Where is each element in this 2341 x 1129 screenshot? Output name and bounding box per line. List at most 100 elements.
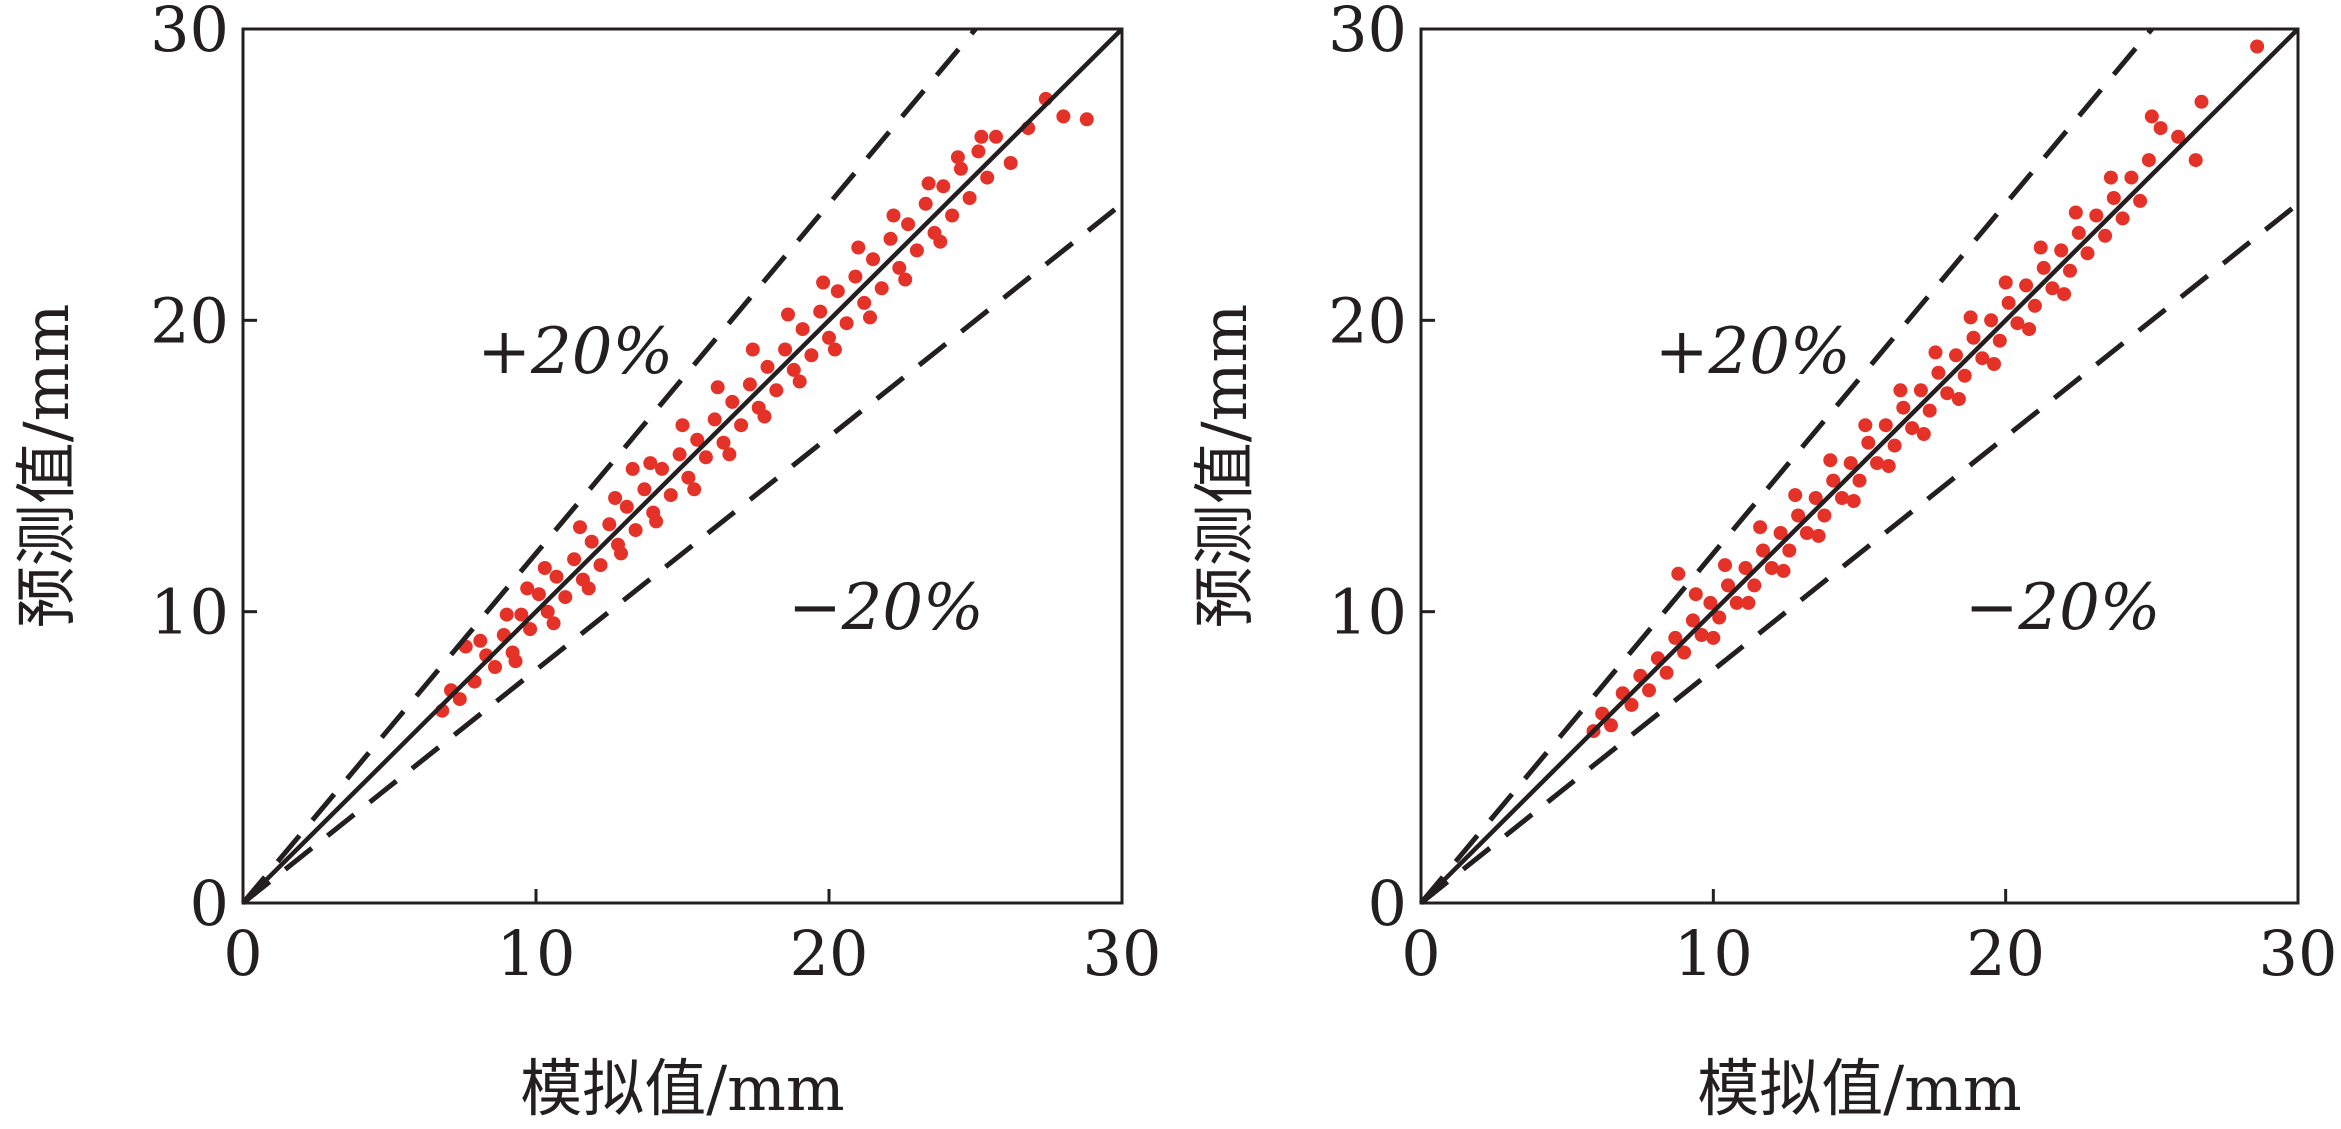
label-minus-20: −20% — [1965, 571, 2161, 645]
scatter-point — [508, 654, 523, 669]
scatter-point — [839, 316, 854, 331]
scatter-point — [1741, 595, 1756, 610]
scatter-point — [1056, 109, 1071, 124]
scatter-point — [1878, 418, 1893, 433]
scatter-point — [2153, 121, 2168, 136]
scatter-point — [813, 304, 828, 319]
scatter-point — [2068, 205, 2083, 220]
scatter-point — [827, 342, 842, 357]
reference-line-y-eq-x — [241, 27, 1124, 905]
scatter-point — [1861, 435, 1876, 450]
scatter-point — [980, 170, 995, 185]
scatter-point — [531, 587, 546, 602]
scatter-point — [898, 272, 913, 287]
scatter-point — [1896, 400, 1911, 415]
scatter-point — [584, 534, 599, 549]
scatter-point — [567, 552, 582, 567]
scatter-point — [2063, 263, 2077, 278]
scatter-point — [804, 348, 819, 363]
scatter-point — [1811, 528, 1826, 543]
scatter-point — [1791, 508, 1806, 523]
scatter-point — [1957, 368, 1972, 383]
scatter-point — [792, 374, 807, 389]
scatter-point — [2045, 281, 2060, 296]
scatter-point — [1817, 508, 1832, 523]
scatter-point — [921, 176, 936, 191]
scatter-point — [649, 514, 664, 529]
x-axis-label: 模拟值/mm — [520, 1052, 844, 1125]
scatter-point — [2115, 211, 2130, 226]
y-tick-label: 20 — [1328, 284, 1407, 357]
scatter-point — [778, 342, 793, 357]
scatter-point — [1764, 561, 1779, 575]
scatter-panel-right: 0 10 20 30 0 10 20 30 +20% −20% 模拟值/mm 预测值/mm — [1188, 0, 2337, 1125]
reference-line-minus-20 — [241, 201, 1124, 905]
scatter-point — [1951, 392, 1966, 406]
y-tick-label: 0 — [1368, 867, 1407, 940]
scatter-point — [452, 692, 467, 707]
scatter-point — [2054, 243, 2069, 258]
scatter-point — [1823, 453, 1838, 468]
scatter-point — [2001, 295, 2016, 310]
x-tick-label: 30 — [2259, 917, 2338, 990]
scatter-points — [1586, 39, 2265, 739]
reference-line-minus-20 — [1419, 201, 2300, 905]
plot-frame — [241, 27, 1124, 905]
scatter-point — [1808, 491, 1823, 505]
scatter-point — [1928, 345, 1943, 360]
y-axis-label: 预测值/mm — [1188, 304, 1261, 628]
x-tick-label: 10 — [497, 917, 576, 990]
y-tick-label: 30 — [1328, 0, 1407, 66]
scatter-point — [2171, 129, 2186, 144]
reference-line-y-eq-x — [1419, 27, 2300, 905]
scatter-point — [1975, 351, 1990, 366]
scatter-point — [1753, 520, 1768, 535]
scatter-point — [1998, 275, 2013, 290]
scatter-point — [1913, 383, 1928, 398]
x-tick-label: 20 — [1966, 917, 2045, 990]
label-plus-20: +20% — [477, 315, 673, 389]
scatter-point — [933, 234, 948, 249]
scatter-point — [1963, 310, 1978, 325]
scatter-point — [687, 482, 702, 497]
scatter-point — [795, 322, 810, 337]
scatter-point — [1826, 473, 1841, 488]
scatter-point — [488, 660, 502, 674]
scatter-point — [643, 456, 658, 471]
scatter-point — [716, 435, 731, 450]
label-minus-20: −20% — [788, 571, 984, 645]
scatter-point — [2027, 298, 2042, 313]
scatter-point — [1706, 630, 1721, 645]
scatter-point — [546, 616, 561, 631]
scatter-panel-left: 0 10 20 30 0 10 20 30 +20% −20% 模拟值/mm 预测值/mm — [10, 0, 1161, 1125]
scatter-point — [734, 418, 749, 433]
scatter-point — [537, 561, 552, 575]
scatter-point — [637, 482, 652, 497]
scatter-point — [866, 252, 880, 267]
reference-line-plus-20 — [241, 27, 978, 905]
scatter-point — [1729, 595, 1744, 610]
scatter-point — [499, 607, 514, 622]
scatter-point — [608, 491, 623, 505]
y-axis-label: 预测值/mm — [10, 304, 83, 628]
axis-ticks: 0 10 20 30 0 10 20 30 — [1328, 0, 2337, 990]
scatter-point — [971, 144, 986, 159]
x-tick-label: 30 — [1083, 917, 1162, 990]
scatter-point — [1858, 418, 1873, 433]
y-tick-label: 10 — [150, 576, 229, 649]
scatter-point — [786, 362, 801, 377]
scatter-point — [822, 330, 836, 345]
scatter-point — [1987, 357, 2001, 371]
scatter-point — [1694, 628, 1709, 642]
scatter-point — [1776, 563, 1791, 578]
scatter-point — [514, 607, 529, 622]
scatter-point — [1003, 156, 1018, 170]
scatter-point — [540, 604, 555, 619]
x-tick-label: 10 — [1674, 917, 1753, 990]
scatter-point — [1079, 112, 1094, 127]
scatter-point — [573, 520, 587, 535]
scatter-point — [628, 523, 643, 538]
x-tick-label: 0 — [223, 917, 262, 990]
scatter-point — [757, 409, 772, 424]
scatter-point — [1773, 526, 1788, 540]
